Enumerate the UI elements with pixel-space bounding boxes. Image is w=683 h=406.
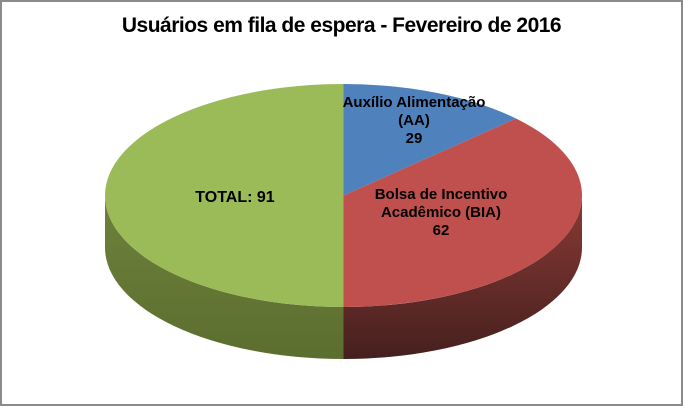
pie-side-wall-red <box>343 195 582 359</box>
slice-label-total: TOTAL: 91 <box>195 189 275 206</box>
slice-label-bia-line1: Bolsa de Incentivo <box>374 186 508 203</box>
pie-slice-aa <box>343 84 516 196</box>
slice-label-aa: Auxílio Alimentação (AA) 29 <box>343 94 486 148</box>
pie-slice-bia <box>343 118 583 307</box>
slice-label-bia: Bolsa de Incentivo Acadêmico (BIA) 62 <box>375 186 508 240</box>
pie-slice-total <box>105 84 344 307</box>
slice-label-aa-value: 29 <box>405 130 423 147</box>
slice-label-aa-line1: Auxílio Alimentação <box>342 94 486 111</box>
slice-label-bia-value: 62 <box>432 222 450 239</box>
chart-title: Usuários em fila de espera - Fevereiro d… <box>121 14 562 37</box>
slice-label-bia-line2: Acadêmico (BIA) <box>380 204 502 221</box>
slice-label-aa-line2: (AA) <box>398 112 430 129</box>
pie-side-wall-green <box>105 195 344 359</box>
